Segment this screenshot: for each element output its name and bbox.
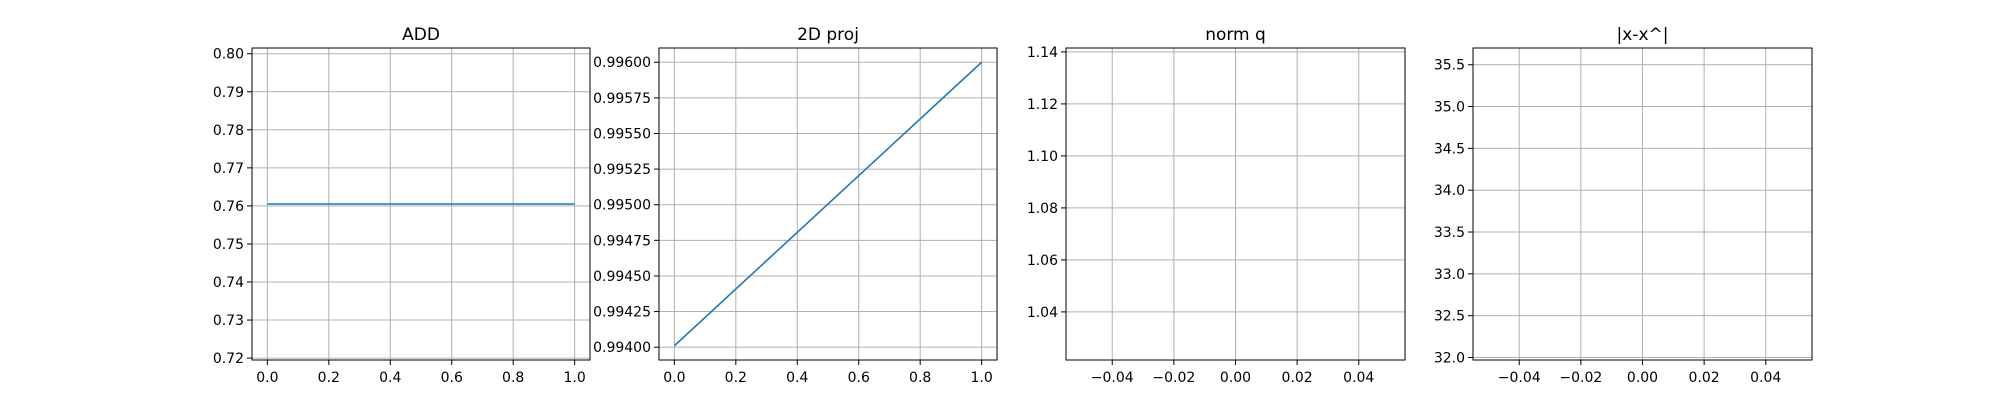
axes-frame	[658, 47, 998, 361]
y-tick-label: 1.10	[1027, 149, 1058, 165]
y-tick-label: 0.99475	[593, 233, 651, 249]
chart-title: norm q	[1205, 25, 1266, 45]
x-tick-label: 0.02	[1689, 370, 1720, 386]
y-tick-label: 0.74	[213, 275, 244, 291]
y-tick-label: 0.75	[213, 237, 244, 253]
x-tick-label: 0.6	[848, 370, 870, 386]
y-tick-label: 34.0	[1434, 183, 1465, 199]
x-tick-label: 0.00	[1627, 370, 1658, 386]
chart-title: 2D proj	[797, 25, 859, 45]
x-tick-label: 0.2	[318, 370, 340, 386]
y-tick-label: 1.04	[1027, 305, 1058, 321]
axes-frame	[1065, 47, 1406, 361]
chart-title: |x-x^|	[1617, 25, 1669, 45]
y-tick-label: 32.0	[1434, 350, 1465, 366]
x-tick-label: 0.0	[256, 370, 278, 386]
y-tick-label: 1.12	[1027, 97, 1058, 113]
chart-panel-add: ADD 0.0 0.2 0.4 0.6 0.8 1.00.720.730.740.750.…	[213, 25, 591, 386]
x-tick-label: 0.8	[909, 370, 931, 386]
axis-ticks: 0.0 0.2 0.4 0.6 0.8 1.0 0.72 0.73 0.74 0.75 0.76 0.…	[213, 47, 586, 386]
y-tick-label: 0.99425	[593, 305, 651, 321]
axis-ticks: −0.04 −0.02 0.00 0.02 0.04 32.0 32.5 33.0 33.5 34…	[1434, 58, 1782, 386]
y-tick-label: 0.78	[213, 123, 244, 139]
y-tick-label: 0.80	[213, 47, 244, 63]
series-line	[673, 61, 983, 347]
axis-ticks: −0.04 −0.02 0.00 0.02 0.04 1.04 1.06 1.08 1.10 1.…	[1027, 45, 1375, 386]
y-tick-label: 0.99500	[593, 198, 651, 214]
y-tick-label: 1.08	[1027, 201, 1058, 217]
y-tick-label: 1.14	[1027, 45, 1058, 61]
y-tick-label: 0.72	[213, 351, 244, 367]
x-tick-label: 0.8	[502, 370, 524, 386]
grid	[1066, 48, 1405, 360]
x-tick-label: −0.02	[1152, 370, 1195, 386]
y-tick-label: 32.5	[1434, 309, 1465, 325]
y-tick-label: 0.99400	[593, 340, 651, 356]
y-tick-label: 0.76	[213, 199, 244, 215]
x-tick-label: −0.04	[1498, 370, 1541, 386]
y-tick-label: 0.99450	[593, 269, 651, 285]
y-tick-label: 34.5	[1434, 141, 1465, 157]
y-tick-label: 1.06	[1027, 253, 1058, 269]
axes-frame	[1472, 47, 1813, 361]
x-tick-label: −0.04	[1091, 370, 1134, 386]
x-tick-label: 0.04	[1750, 370, 1781, 386]
grid	[1473, 48, 1812, 360]
axis-ticks: 0.0 0.2 0.4 0.6 0.8 1.0 0.99400 0.99425 0.99450 0…	[593, 55, 993, 386]
y-tick-label: 0.99550	[593, 126, 651, 142]
chart-panel-x-error: |x-x^| −0.04 −0.02 0.00 0.02 0.04 32.0 32.5 33.…	[1434, 25, 1813, 386]
axes-frame	[251, 47, 591, 361]
x-tick-label: 0.4	[379, 370, 401, 386]
x-tick-label: −0.02	[1559, 370, 1602, 386]
x-tick-label: 0.02	[1282, 370, 1313, 386]
y-tick-label: 0.99575	[593, 91, 651, 107]
x-tick-label: 0.0	[663, 370, 685, 386]
y-tick-label: 35.5	[1434, 58, 1465, 74]
y-tick-label: 33.0	[1434, 267, 1465, 283]
chart-title: ADD	[402, 25, 440, 45]
y-tick-label: 0.77	[213, 161, 244, 177]
x-tick-label: 0.6	[441, 370, 463, 386]
x-tick-label: 0.2	[725, 370, 747, 386]
y-tick-label: 0.73	[213, 313, 244, 329]
chart-panel-2d-proj: 2D proj 0.0 0.2 0.4 0.6 0.8 1.0 0.99400 0.99425…	[593, 25, 998, 386]
y-tick-label: 35.0	[1434, 100, 1465, 116]
y-tick-label: 0.79	[213, 85, 244, 101]
x-tick-label: 0.00	[1220, 370, 1251, 386]
y-tick-label: 33.5	[1434, 225, 1465, 241]
x-tick-label: 1.0	[564, 370, 586, 386]
chart-panel-norm-q: norm q −0.04 −0.02 0.00 0.02 0.04 1.04 1.06 1.0…	[1027, 25, 1406, 386]
y-tick-label: 0.99525	[593, 162, 651, 178]
x-tick-label: 0.4	[786, 370, 808, 386]
y-tick-label: 0.99600	[593, 55, 651, 71]
x-tick-label: 0.04	[1343, 370, 1374, 386]
x-tick-label: 1.0	[971, 370, 993, 386]
